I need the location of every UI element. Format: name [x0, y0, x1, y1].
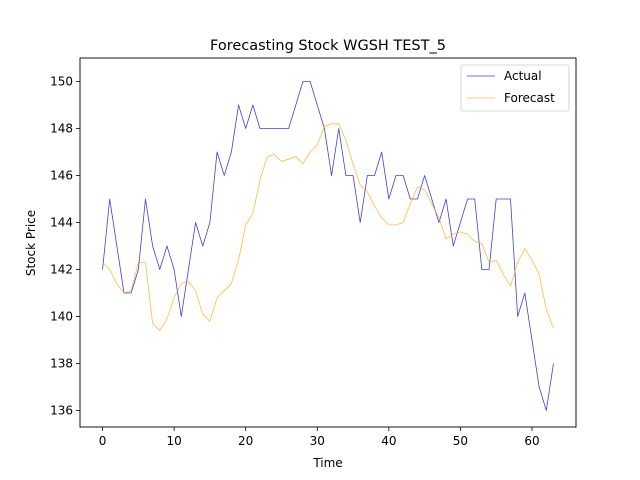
x-tick-label: 30 [310, 434, 325, 448]
x-tick-label: 0 [99, 434, 107, 448]
plot-frame [79, 57, 577, 428]
y-tick-label: 148 [50, 122, 73, 136]
chart-title: Forecasting Stock WGSH TEST_5 [210, 38, 446, 54]
series-line-forecast [102, 123, 554, 332]
x-tick-label: 20 [238, 434, 253, 448]
legend: Actual Forecast [460, 64, 570, 112]
y-tick-label: 146 [50, 169, 73, 183]
y-tick-label: 140 [50, 310, 73, 324]
y-axis: 136 138 140 142 144 146 148 150 [50, 75, 80, 418]
y-tick-label: 144 [50, 216, 73, 230]
x-axis: 0 10 20 30 40 50 60 [99, 427, 540, 448]
x-tick-label: 60 [524, 434, 539, 448]
y-tick-label: 138 [50, 357, 73, 371]
x-axis-label: Time [312, 456, 342, 470]
y-tick-label: 136 [50, 404, 73, 418]
y-tick-label: 150 [50, 75, 73, 89]
x-tick-label: 40 [381, 434, 396, 448]
y-axis-label: Stock Price [24, 210, 38, 276]
x-tick-label: 50 [453, 434, 468, 448]
legend-label-forecast: Forecast [504, 91, 555, 105]
y-tick-label: 142 [50, 263, 73, 277]
plot-area [79, 57, 577, 428]
legend-box [460, 64, 570, 112]
series-line-actual [102, 81, 554, 411]
legend-label-actual: Actual [504, 69, 542, 83]
x-tick-label: 10 [166, 434, 181, 448]
